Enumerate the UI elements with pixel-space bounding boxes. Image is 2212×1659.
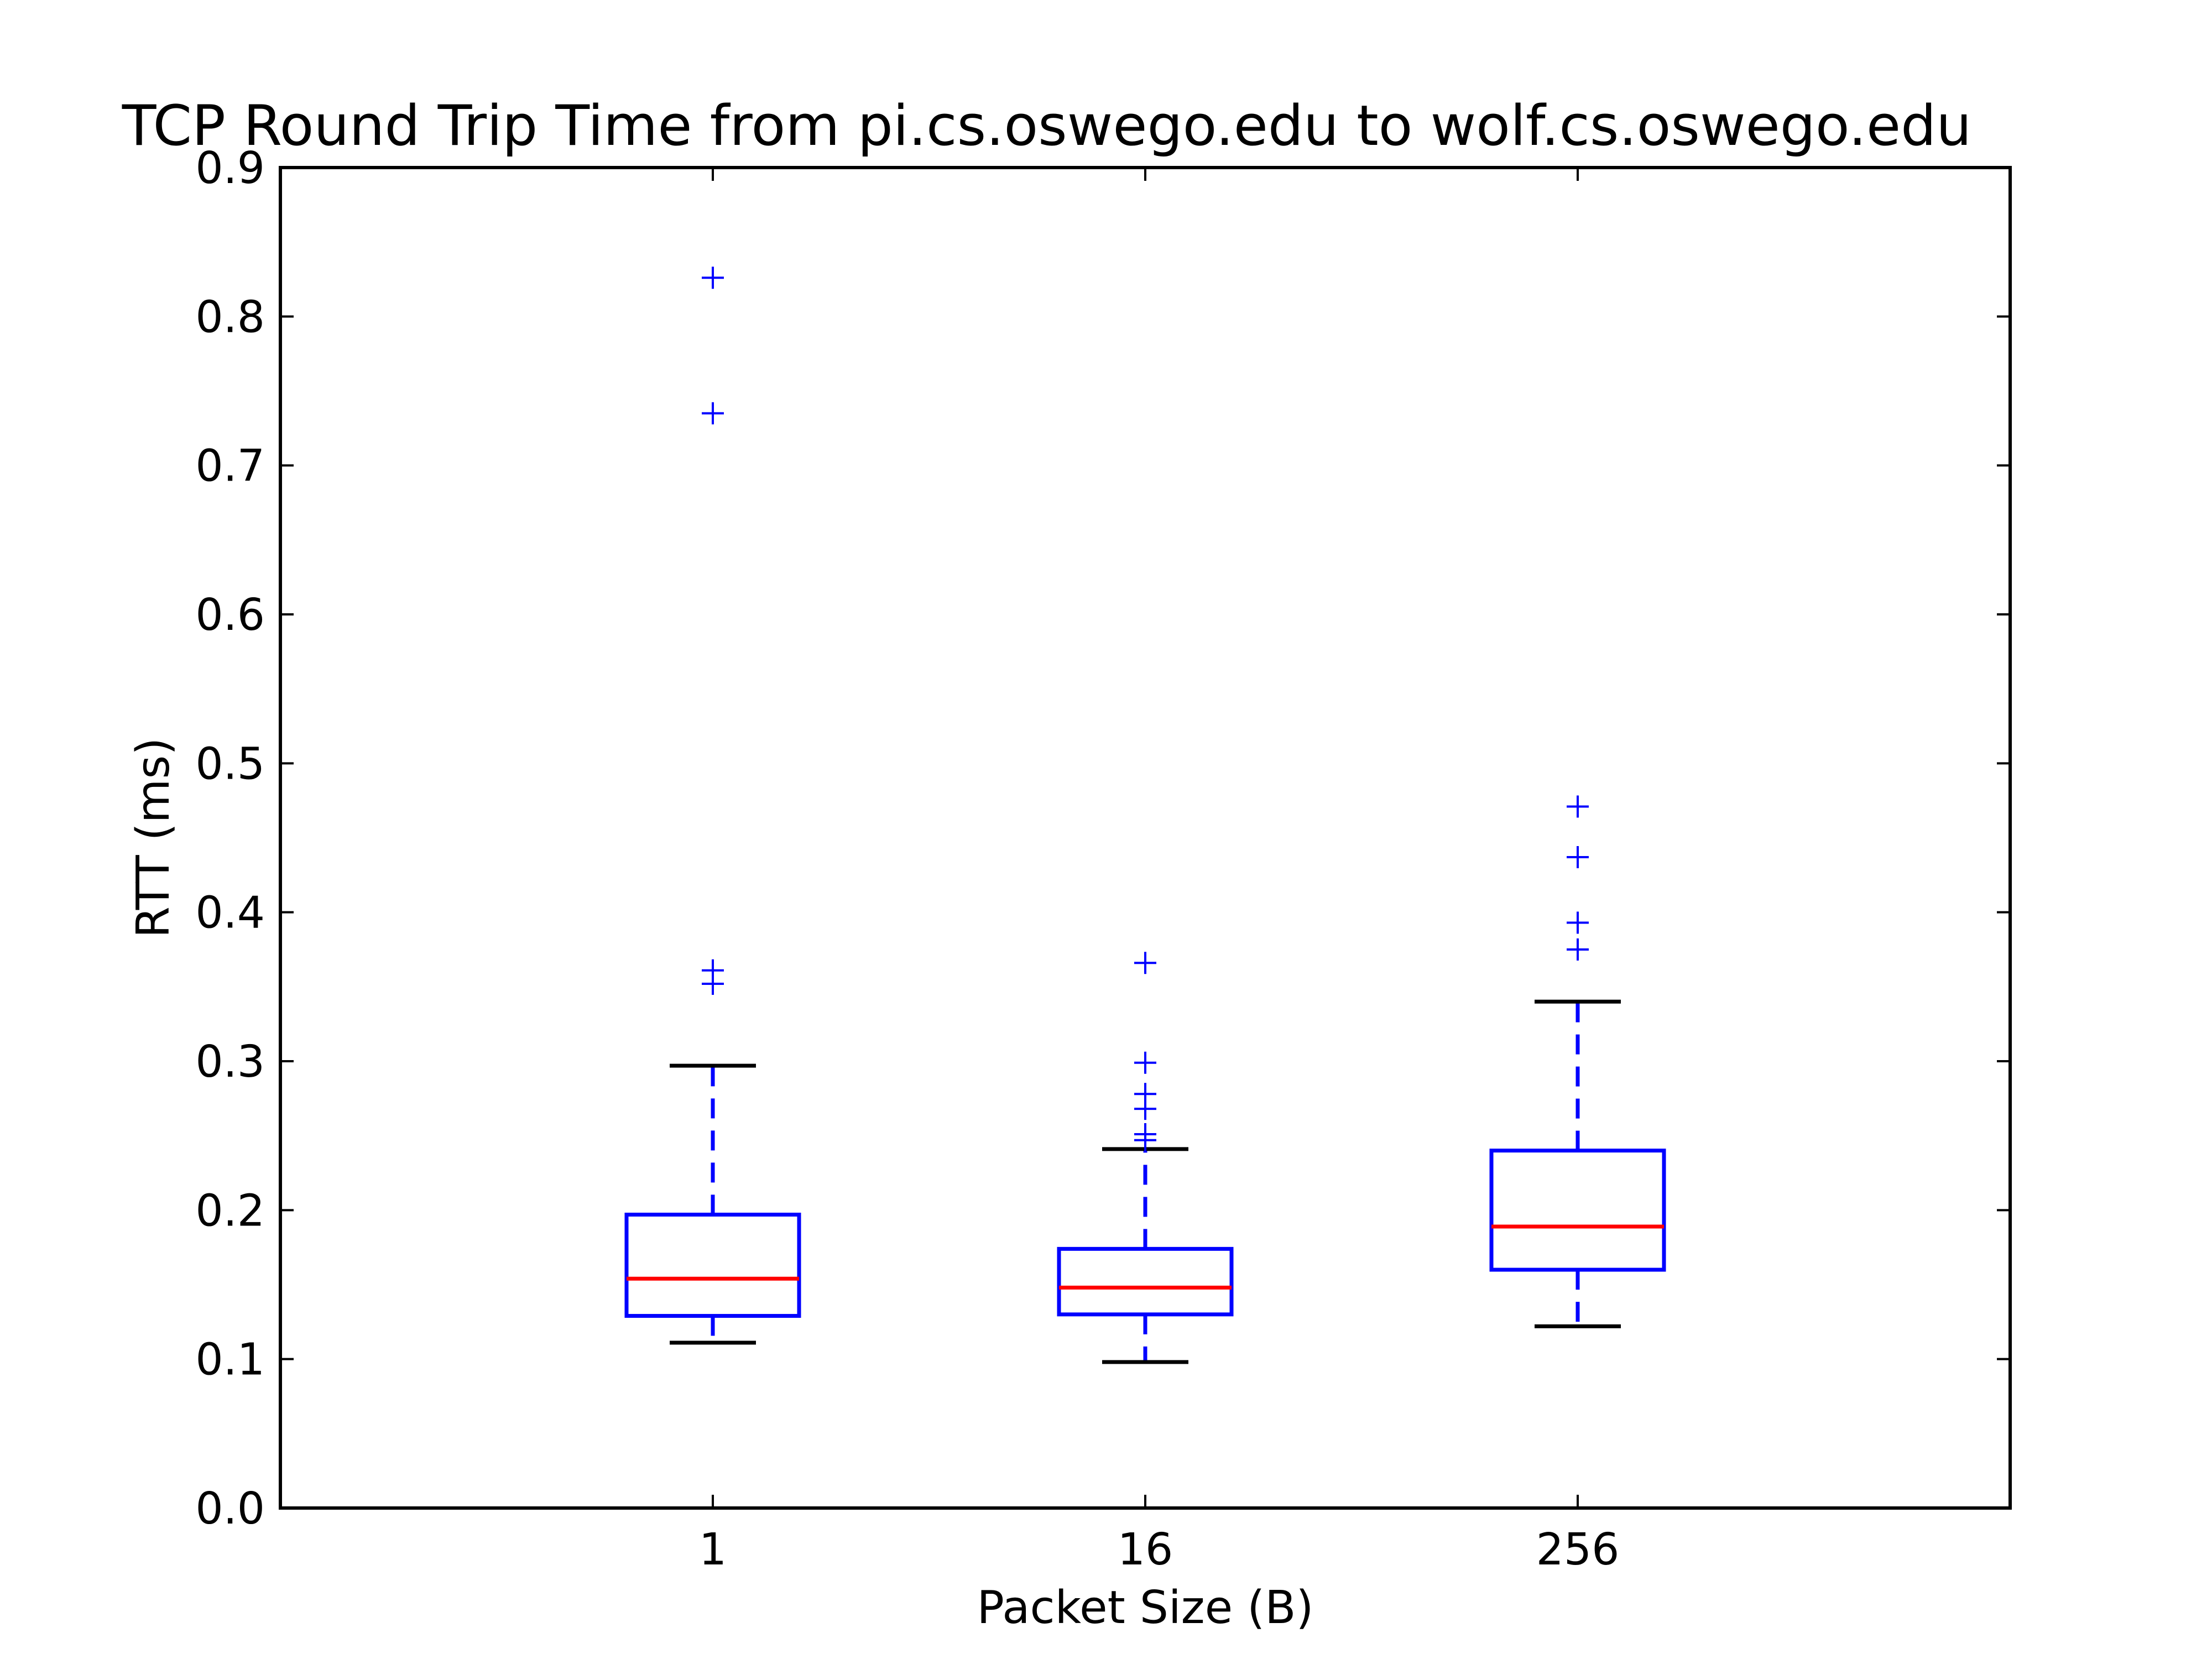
outlier-point	[1134, 1083, 1156, 1105]
y-tick-label: 0.8	[195, 291, 265, 342]
y-tick-label: 0.7	[195, 441, 265, 492]
plot-frame	[279, 166, 2012, 1510]
outlier-point	[1567, 846, 1589, 869]
plot-area	[280, 166, 2010, 1509]
box-group-16	[1057, 952, 1234, 1364]
y-tick-label: 0.1	[195, 1334, 265, 1385]
y-tick-label: 0.2	[195, 1185, 265, 1236]
box-group-1	[624, 267, 801, 1345]
y-tick-label: 0.5	[195, 738, 265, 789]
outlier-point	[702, 267, 724, 289]
outlier-point	[1134, 952, 1156, 974]
outlier-point	[1134, 1051, 1156, 1074]
outlier-point	[1567, 938, 1589, 961]
x-tick-label: 1	[699, 1524, 727, 1575]
y-tick-label: 0.4	[195, 888, 265, 938]
outlier-point	[1567, 911, 1589, 934]
outlier-point	[702, 959, 724, 982]
x-tick-label: 256	[1536, 1524, 1620, 1575]
y-tick-label: 0.0	[195, 1483, 265, 1534]
y-tick-label: 0.6	[195, 589, 265, 640]
x-axis-label: Packet Size (B)	[977, 1582, 1314, 1634]
iqr-box	[624, 1212, 801, 1318]
box-group-256	[1489, 795, 1666, 1328]
outlier-point	[1134, 1123, 1156, 1145]
y-axis-label: RTT (ms)	[127, 738, 180, 938]
y-tick-label: 0.3	[195, 1036, 265, 1087]
iqr-box	[1489, 1149, 1666, 1272]
outlier-point	[1567, 795, 1589, 818]
outlier-point	[702, 402, 724, 425]
iqr-box	[1057, 1246, 1234, 1317]
x-tick-label: 16	[1118, 1524, 1173, 1575]
y-tick-label: 0.9	[195, 143, 265, 194]
chart-title: TCP Round Trip Time from pi.cs.oswego.ed…	[122, 93, 1972, 158]
